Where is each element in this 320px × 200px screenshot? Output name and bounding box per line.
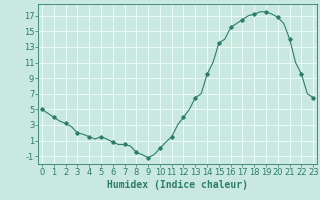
- X-axis label: Humidex (Indice chaleur): Humidex (Indice chaleur): [107, 180, 248, 190]
